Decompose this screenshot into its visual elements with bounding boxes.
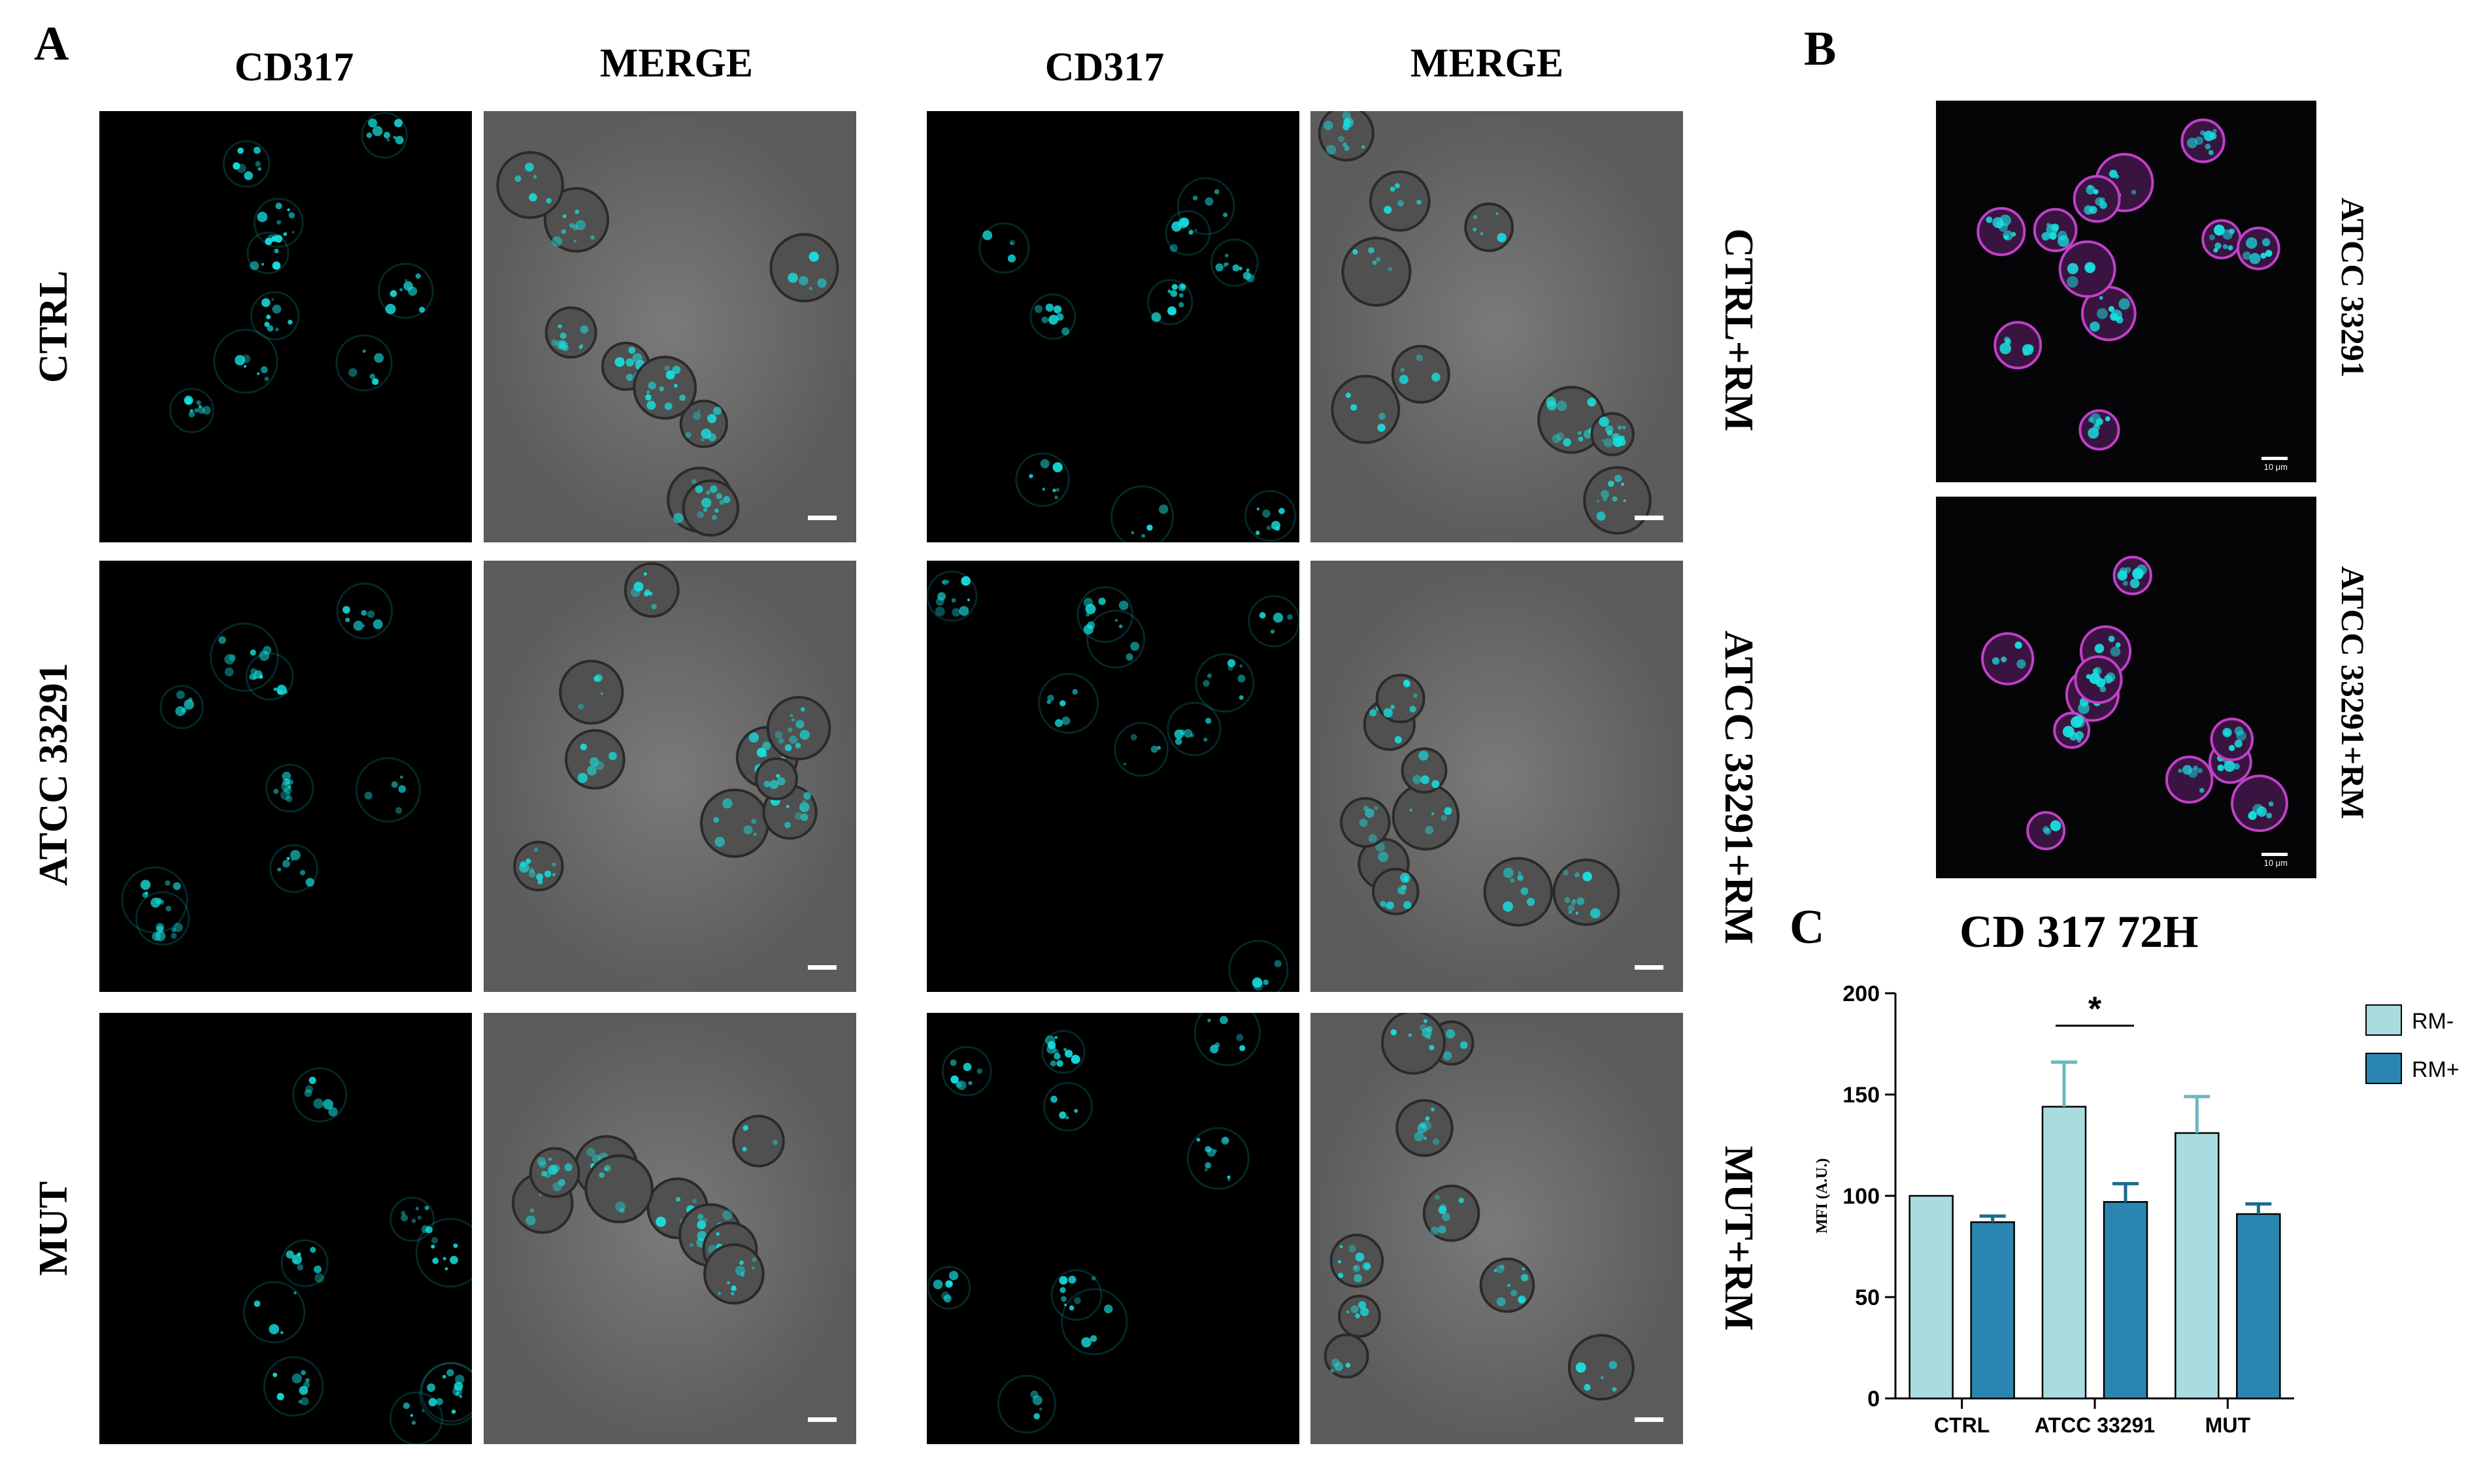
bar-chart: 0 50 100 150 200 MFI (A.U.) CTRL ATCC 33291 MUT *… bbox=[1814, 981, 2460, 1437]
significance-star: * bbox=[2088, 991, 2102, 1029]
micrograph-b-atcc-rm: 10 μm bbox=[1936, 497, 2316, 878]
panel-label-a: A bbox=[34, 17, 69, 71]
scale-bar-label: 10 μm bbox=[2263, 858, 2288, 868]
scale-bar bbox=[808, 1417, 837, 1422]
micrograph-atcc-cd317 bbox=[99, 561, 472, 992]
row-label-mut: MUT bbox=[31, 1181, 76, 1276]
scale-bar bbox=[1635, 516, 1663, 520]
micrograph-ctrl-rm-cd317 bbox=[927, 111, 1299, 542]
legend-swatch bbox=[2365, 1004, 2402, 1036]
col-header-merge-right: MERGE bbox=[1410, 41, 1564, 86]
y-tick-label: 50 bbox=[1855, 1285, 1880, 1310]
micrograph-ctrl-cd317 bbox=[99, 111, 472, 542]
micrograph-ctrl-rm-merge bbox=[1310, 111, 1683, 542]
b-label-atcc-rm: ATCC 33291+RM bbox=[2335, 566, 2371, 819]
y-tick-label: 100 bbox=[1843, 1184, 1880, 1209]
y-tick-label: 150 bbox=[1843, 1083, 1880, 1108]
row-label-atcc-rm: ATCC 33291+RM bbox=[1716, 630, 1761, 945]
micrograph-mut-cd317 bbox=[99, 1013, 472, 1444]
micrograph-mut-rm-merge bbox=[1310, 1013, 1683, 1444]
col-header-merge-left: MERGE bbox=[599, 41, 754, 86]
x-tick-label: CTRL bbox=[1934, 1413, 1990, 1437]
bar bbox=[1970, 1221, 2015, 1400]
y-tick-label: 0 bbox=[1867, 1387, 1880, 1411]
micrograph-atcc-rm-cd317 bbox=[927, 561, 1299, 992]
row-label-mut-rm: MUT+RM bbox=[1716, 1146, 1761, 1331]
micrograph-mut-merge bbox=[484, 1013, 856, 1444]
legend-swatch bbox=[2365, 1053, 2402, 1084]
scale-bar bbox=[808, 965, 837, 970]
legend-label: RM+ bbox=[2412, 1057, 2460, 1082]
x-tick-label: ATCC 33291 bbox=[2035, 1413, 2155, 1437]
scale-bar bbox=[2261, 853, 2288, 856]
bar bbox=[2041, 1106, 2087, 1400]
col-header-cd317-left: CD317 bbox=[234, 45, 354, 90]
micrograph-ctrl-merge bbox=[484, 111, 856, 542]
x-tick-label: MUT bbox=[2205, 1413, 2251, 1437]
scale-bar bbox=[808, 516, 837, 520]
row-label-ctrl-rm: CTRL+RM bbox=[1716, 228, 1761, 432]
y-axis-label: MFI (A.U.) bbox=[1814, 1158, 1831, 1233]
legend-label: RM- bbox=[2412, 1009, 2454, 1034]
bar bbox=[2175, 1132, 2220, 1400]
b-label-atcc: ATCC 33291 bbox=[2335, 197, 2371, 378]
scale-bar bbox=[1635, 1417, 1663, 1422]
bar bbox=[2103, 1201, 2148, 1400]
bar bbox=[1909, 1195, 1954, 1400]
row-label-atcc: ATCC 33291 bbox=[31, 663, 76, 886]
panel-label-b: B bbox=[1804, 22, 1837, 76]
bar bbox=[2236, 1213, 2281, 1400]
y-tick-label: 200 bbox=[1843, 981, 1880, 1006]
micrograph-atcc-rm-merge bbox=[1310, 561, 1683, 992]
col-header-cd317-right: CD317 bbox=[1044, 45, 1165, 90]
micrograph-b-atcc: 10 μm bbox=[1936, 101, 2316, 482]
scale-bar bbox=[2261, 457, 2288, 460]
micrograph-atcc-merge bbox=[484, 561, 856, 992]
scale-bar bbox=[1635, 965, 1663, 970]
panel-label-c: C bbox=[1790, 900, 1825, 954]
row-label-ctrl: CTRL bbox=[31, 270, 76, 384]
scale-bar-label: 10 μm bbox=[2263, 462, 2288, 472]
micrograph-mut-rm-cd317 bbox=[927, 1013, 1299, 1444]
chart-title: CD 317 72H bbox=[1960, 907, 2199, 957]
